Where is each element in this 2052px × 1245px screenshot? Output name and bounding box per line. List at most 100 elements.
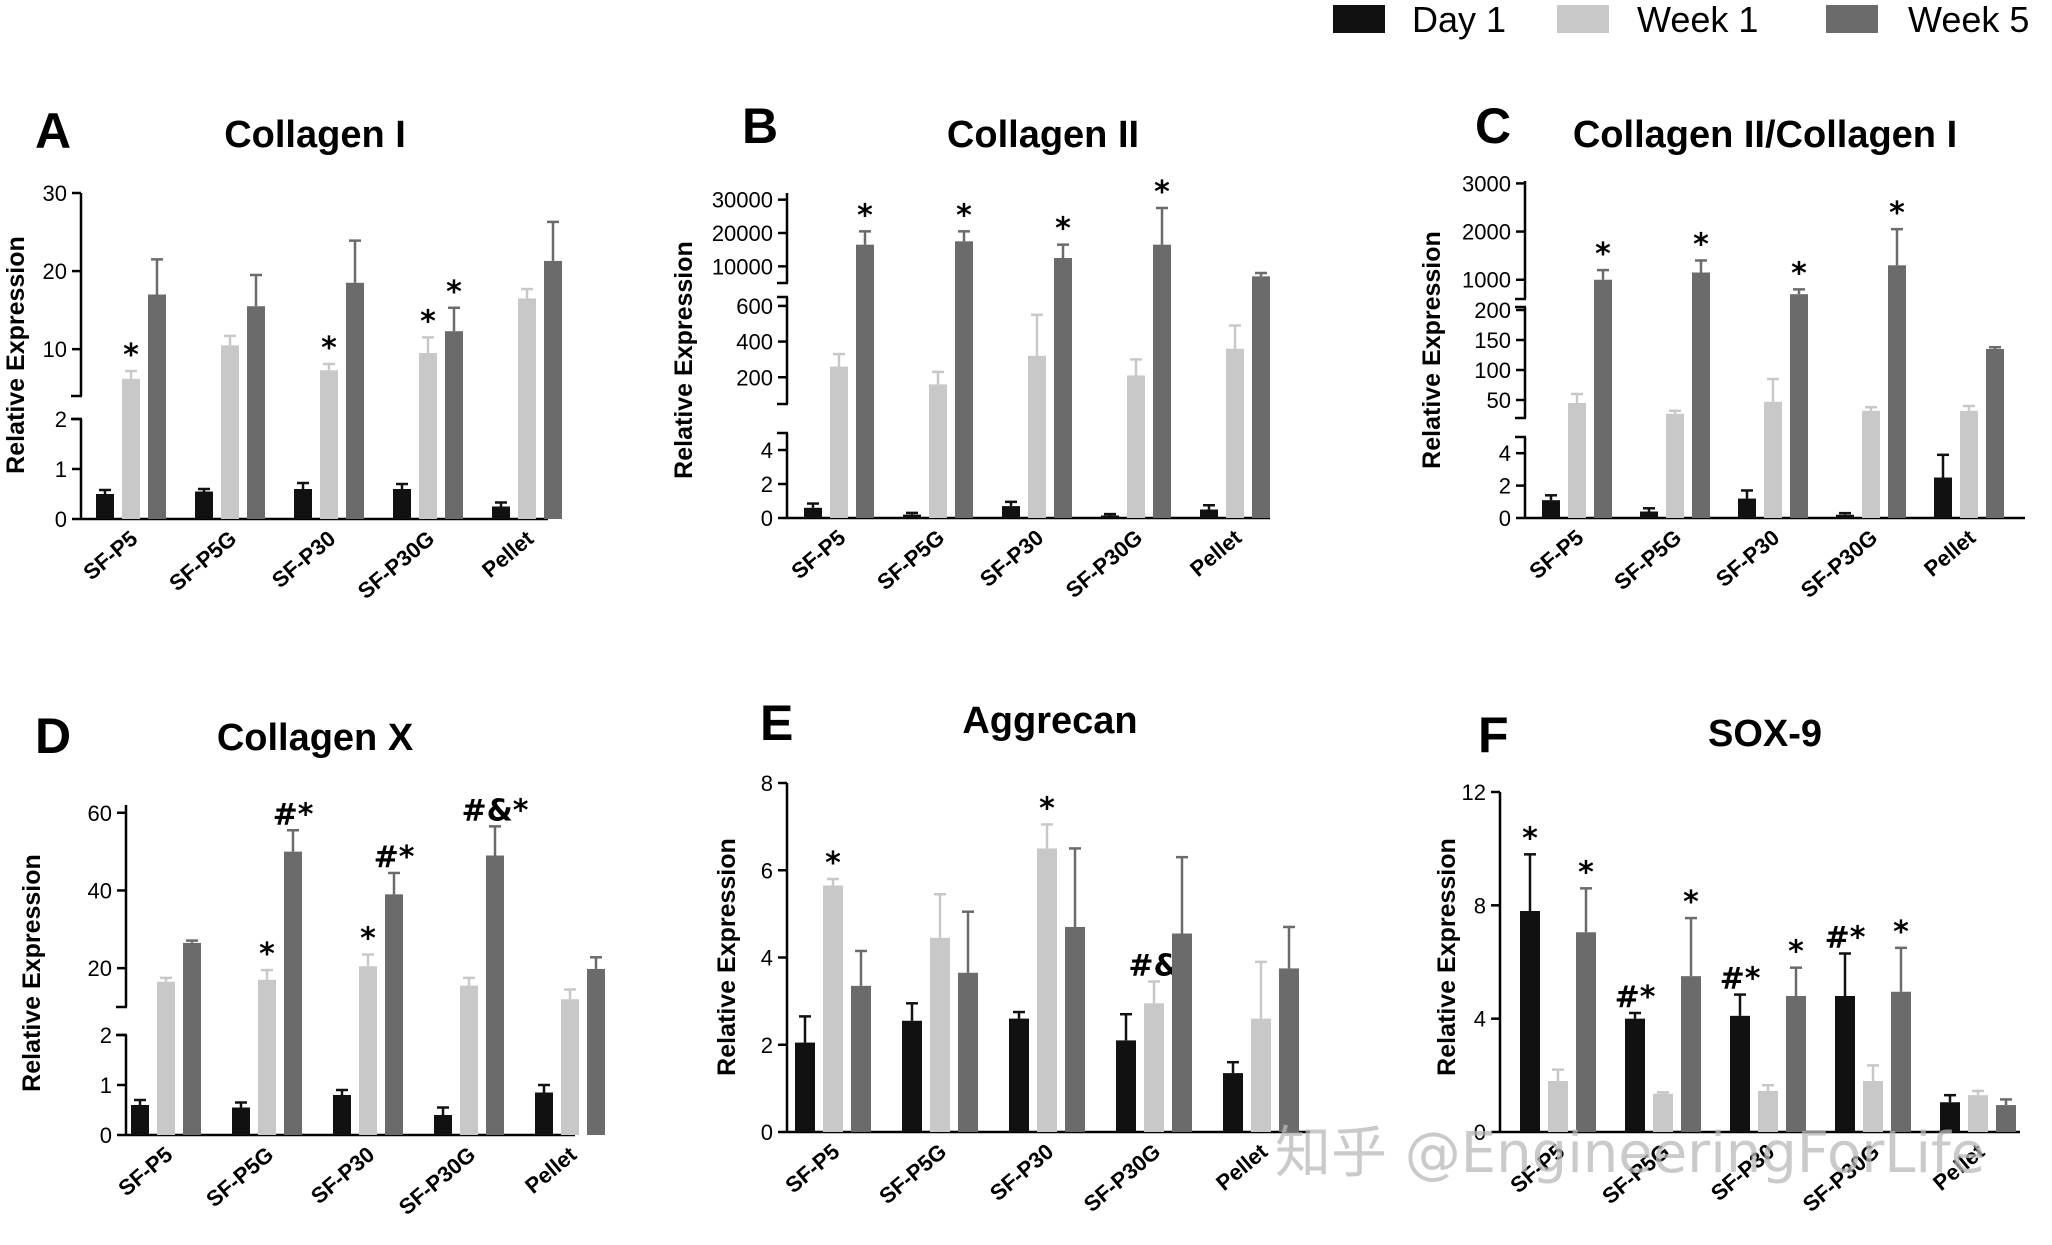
bar-week5-sf-p30g bbox=[1172, 933, 1192, 1132]
panel-letter: D bbox=[35, 708, 71, 764]
bar-week1-sf-p30 bbox=[359, 966, 377, 1135]
bar-week1-sf-p5 bbox=[1568, 403, 1586, 518]
y-axis-label: Relative Expression bbox=[1418, 231, 1446, 469]
significance-mark: * bbox=[1522, 821, 1538, 856]
bar-week1-sf-p30g bbox=[460, 985, 478, 1135]
bar-week1-sf-p30g bbox=[1862, 410, 1880, 518]
significance-mark: #* bbox=[1825, 921, 1866, 956]
bar-day1-sf-p5g bbox=[195, 491, 213, 519]
legend-label-week1: Week 1 bbox=[1637, 0, 1758, 40]
bar-day1-sf-p30 bbox=[294, 489, 312, 519]
x-tick-label: SF-P30G bbox=[1796, 525, 1882, 603]
y-tick-label: 20000 bbox=[712, 221, 773, 246]
bar-week1-pellet bbox=[1226, 348, 1244, 518]
bar-week5-pellet bbox=[544, 260, 562, 519]
bar-week5-pellet bbox=[587, 968, 605, 1135]
bar-week1-sf-p5 bbox=[823, 885, 843, 1132]
y-tick-label: 200 bbox=[1474, 298, 1511, 323]
x-tick-label: SF-P5 bbox=[786, 525, 850, 584]
bar-week1-pellet bbox=[518, 298, 536, 519]
bar-week5-sf-p30 bbox=[1054, 258, 1072, 518]
bar-week1-sf-p30g bbox=[1863, 1081, 1883, 1132]
significance-mark: * bbox=[1595, 237, 1611, 272]
bar-week1-sf-p30g bbox=[1144, 1003, 1164, 1132]
x-tick-label: SF-P5 bbox=[1524, 525, 1588, 584]
bar-day1-pellet bbox=[1200, 509, 1218, 518]
bar-day1-sf-p5g bbox=[232, 1107, 250, 1135]
y-tick-label: 4 bbox=[761, 946, 773, 971]
y-tick-label: 4 bbox=[1499, 441, 1511, 466]
x-tick-label: SF-P5G bbox=[874, 1139, 951, 1209]
x-tick-label: SF-P5 bbox=[113, 1142, 177, 1201]
significance-mark: * bbox=[1693, 227, 1709, 262]
panel-title: Collagen II bbox=[947, 114, 1139, 156]
bar-day1-sf-p30g bbox=[393, 489, 411, 519]
bar-week5-sf-p5 bbox=[1594, 279, 1612, 518]
watermark: 知乎 @EngineeringForLife bbox=[1275, 1121, 1985, 1186]
y-tick-label: 100 bbox=[1474, 358, 1511, 383]
bar-week1-sf-p30 bbox=[1037, 848, 1057, 1132]
bar-day1-sf-p5 bbox=[1542, 500, 1560, 518]
y-tick-label: 2000 bbox=[1462, 220, 1511, 245]
y-axis-label: Relative Expression bbox=[2, 236, 30, 474]
bar-day1-sf-p5 bbox=[96, 494, 114, 519]
bar-day1-sf-p30 bbox=[1738, 498, 1756, 518]
significance-mark: * bbox=[123, 338, 139, 373]
bar-week5-sf-p30 bbox=[346, 282, 364, 519]
significance-mark: * bbox=[1578, 855, 1594, 890]
bar-week5-sf-p30g bbox=[1888, 265, 1906, 518]
bar-week5-sf-p5g bbox=[955, 241, 973, 519]
bar-week5-sf-p5g bbox=[247, 306, 265, 519]
y-tick-label: 2 bbox=[55, 407, 67, 432]
panel-title: Collagen I bbox=[224, 114, 406, 156]
bar-day1-sf-p30 bbox=[1002, 506, 1020, 518]
y-tick-label: 2 bbox=[761, 1033, 773, 1058]
panel-D: D Collagen X Relative Expression 0 1 2 20 40 60 S… bbox=[18, 708, 605, 1220]
y-tick-label: 6 bbox=[761, 858, 773, 883]
y-tick-label: 4 bbox=[1474, 1007, 1486, 1032]
bar-day1-pellet bbox=[1223, 1073, 1243, 1132]
bar-day1-sf-p5 bbox=[131, 1105, 149, 1135]
bar-week1-sf-p30 bbox=[320, 370, 338, 519]
bar-week1-sf-p5 bbox=[122, 378, 140, 519]
bar-week5-sf-p5g bbox=[1692, 272, 1710, 518]
bar-week5-pellet bbox=[1252, 276, 1270, 518]
legend: Day 1 Week 1 Week 5 bbox=[1333, 0, 2029, 40]
panel-letter: F bbox=[1478, 707, 1509, 763]
bar-week1-sf-p30 bbox=[1758, 1090, 1778, 1132]
bar-week1-sf-p30 bbox=[1764, 401, 1782, 518]
panel-E: E Aggrecan Relative Expression 0 2 4 6 8 * SF-P5 S… bbox=[713, 695, 1310, 1217]
y-tick-label: 30 bbox=[43, 181, 67, 206]
legend-label-week5: Week 5 bbox=[1908, 0, 2029, 40]
y-axis-label: Relative Expression bbox=[670, 241, 698, 479]
legend-swatch-day1 bbox=[1333, 5, 1385, 33]
panel-letter: B bbox=[742, 98, 778, 154]
y-tick-label: 10000 bbox=[712, 254, 773, 279]
bar-day1-pellet bbox=[1934, 477, 1952, 518]
significance-mark: * bbox=[825, 846, 841, 881]
panel-letter: E bbox=[760, 695, 793, 751]
x-tick-label: SF-P5 bbox=[780, 1139, 844, 1198]
panel-title: Aggrecan bbox=[962, 700, 1137, 742]
panel-C: C Collagen II/Collagen I Relative Expressi… bbox=[1418, 98, 2025, 603]
x-tick-label: SF-P5G bbox=[1609, 525, 1686, 595]
significance-mark: #* bbox=[1720, 962, 1761, 997]
bar-day1-sf-p30 bbox=[1730, 1015, 1750, 1132]
y-tick-label: 0 bbox=[1499, 506, 1511, 531]
y-tick-label: 0 bbox=[1474, 1120, 1486, 1145]
bar-week1-pellet bbox=[1251, 1018, 1271, 1132]
bar-day1-sf-p5 bbox=[795, 1042, 815, 1132]
bar-week1-sf-p5g bbox=[930, 937, 950, 1132]
bar-day1-pellet bbox=[492, 506, 510, 519]
bar-week5-pellet bbox=[1986, 349, 2004, 518]
x-tick-label: Pellet bbox=[1185, 524, 1247, 581]
bar-week5-pellet bbox=[1279, 968, 1299, 1132]
y-axis-label: Relative Expression bbox=[18, 854, 46, 1092]
y-axis-label: Relative Expression bbox=[1433, 838, 1461, 1076]
bar-day1-sf-p5 bbox=[804, 507, 822, 518]
bar-week5-sf-p5 bbox=[183, 942, 201, 1135]
significance-mark: * bbox=[1154, 175, 1170, 210]
x-tick-label: SF-P30 bbox=[985, 1139, 1058, 1206]
legend-swatch-week1 bbox=[1557, 5, 1609, 33]
